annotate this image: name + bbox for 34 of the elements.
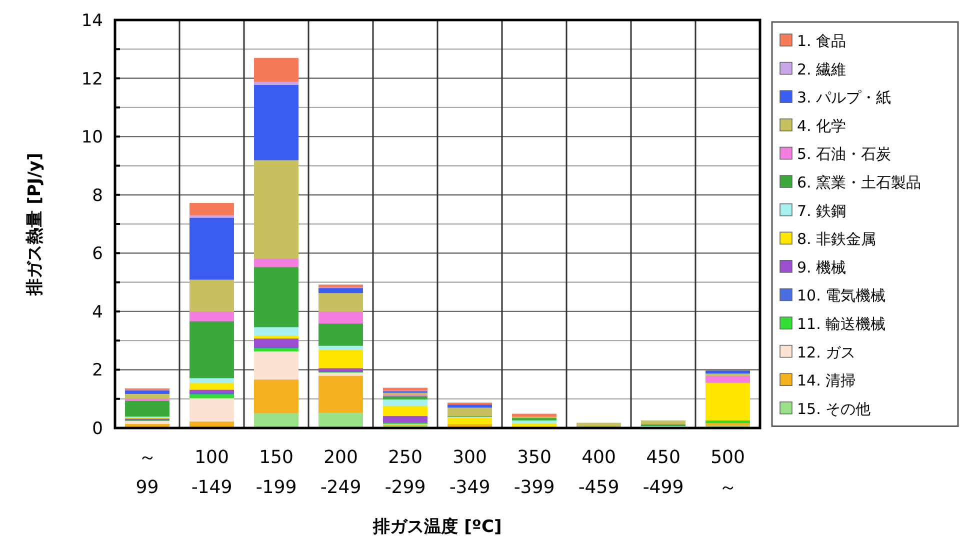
legend-label: 14. 清掃 — [797, 372, 856, 390]
legend-label: 5. 石油・石炭 — [797, 145, 892, 164]
legend-label: 3. パルプ・紙 — [797, 88, 892, 107]
x-tick-label: 300 -349 — [449, 447, 490, 498]
x-tick-label: 200 -249 — [320, 447, 362, 498]
x-tick-label: ～ 99 — [136, 447, 159, 498]
legend-label: 11. 輸送機械 — [797, 315, 886, 333]
y-tick-label: 2 — [92, 360, 103, 381]
x-tick-label: 450 -499 — [642, 447, 684, 498]
x-axis-title: 排ガス温度 [ºC] — [372, 517, 502, 537]
x-tick-label: 100 -149 — [191, 447, 232, 498]
y-tick-label: 0 — [92, 419, 103, 439]
y-tick-label: 8 — [92, 186, 103, 206]
legend-label: 6. 窯業・土石製品 — [797, 174, 922, 192]
legend-label: 9. 機械 — [797, 258, 846, 276]
legend-label: 10. 電気機械 — [797, 286, 886, 305]
legend-label: 12. ガス — [797, 343, 856, 362]
y-tick-label: 10 — [81, 128, 103, 148]
legend-label: 7. 鉄鋼 — [797, 202, 846, 220]
y-tick-label: 4 — [92, 302, 103, 322]
legend-label: 4. 化学 — [797, 116, 846, 135]
legend-label: 1. 食品 — [797, 32, 846, 50]
legend-label: 2. 繊維 — [797, 60, 846, 78]
x-tick-label: 250 -299 — [384, 447, 426, 498]
x-tick-label: 400 -459 — [578, 447, 620, 498]
y-tick-label: 14 — [81, 11, 103, 31]
y-tick-label: 12 — [81, 69, 103, 90]
y-tick-label: 6 — [92, 244, 103, 264]
x-tick-label: 350 -399 — [514, 447, 555, 498]
x-tick-label: 500 ～ — [710, 447, 745, 498]
legend-label: 8. 非鉄金属 — [797, 230, 876, 248]
legend-label: 15. その他 — [797, 400, 871, 418]
x-tick-label: 150 -199 — [256, 447, 297, 498]
y-axis-title: 排ガス熱量 [PJ/y] — [25, 152, 45, 296]
